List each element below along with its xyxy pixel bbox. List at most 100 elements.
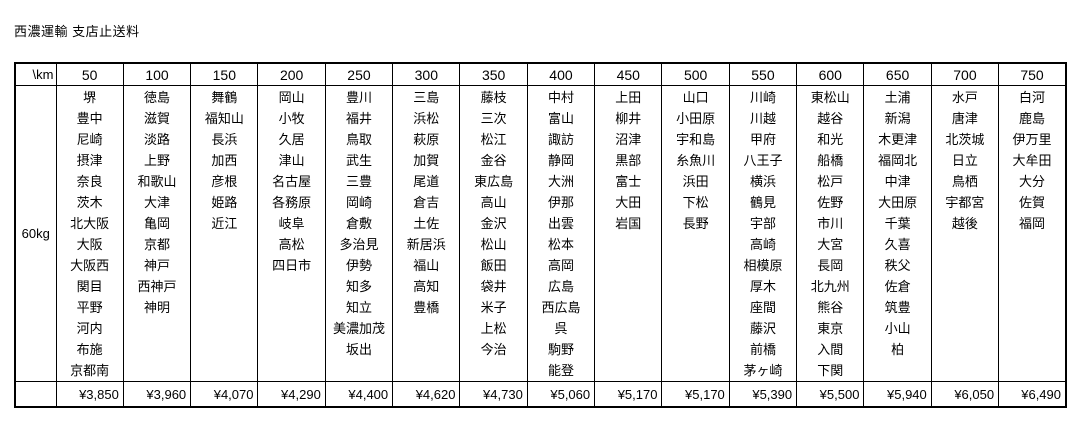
city-name: 小山 [884, 321, 911, 336]
price-cell: ¥4,070 [190, 381, 259, 408]
city-name: 茨木 [76, 195, 103, 210]
city-name: 高知 [413, 279, 440, 294]
city-name: 尾道 [413, 174, 440, 189]
city-name: 長岡 [817, 258, 844, 273]
city-name: 中津 [884, 174, 911, 189]
km-unit-label: \km [14, 62, 57, 86]
city-name: 富士 [615, 174, 642, 189]
city-name: 四日市 [272, 258, 312, 273]
city-name: 加西 [211, 153, 238, 168]
city-name: 滋賀 [143, 111, 170, 126]
page-title: 西濃運輸 支店止送料 [14, 24, 140, 39]
city-name: 久居 [278, 132, 305, 147]
km-header-cell: 450 [594, 62, 663, 86]
city-name: 能登 [547, 363, 574, 378]
city-name: 上田 [615, 90, 642, 105]
city-name: 奈良 [76, 174, 103, 189]
price-cell: ¥4,290 [257, 381, 326, 408]
city-name: 松江 [480, 132, 507, 147]
city-name: 下松 [682, 195, 709, 210]
city-name: 福岡 [1019, 216, 1046, 231]
km-header-cell: 100 [122, 62, 192, 86]
city-name: 白河 [1019, 90, 1046, 105]
city-list-cell: 三島 浜松 萩原 加賀 尾道 倉吉 土佐 新居浜 福山 高知 豊橋 [392, 85, 461, 382]
city-name: 北大阪 [70, 216, 110, 231]
city-name: 近江 [211, 216, 238, 231]
city-name: 小牧 [278, 111, 305, 126]
city-name: 新居浜 [406, 237, 446, 252]
city-list-cell: 土浦 新潟 木更津 福岡北 中津 大田原 千葉 久喜 秩父 佐倉 筑豊 小山柏 [863, 85, 932, 382]
city-list-cell: 中村 富山 諏訪 静岡 大洲 伊那 出雲 松本 高岡 広島 西広島呉駒野 能登 [526, 85, 596, 382]
city-name: 河内 [76, 321, 103, 336]
city-name: 三次 [480, 111, 507, 126]
price-cell: ¥5,060 [526, 381, 596, 408]
city-name: 伊勢 [345, 258, 372, 273]
city-name: 摂津 [76, 153, 103, 168]
city-name: 出雲 [547, 216, 574, 231]
city-name: 藤沢 [749, 321, 776, 336]
city-name: 土佐 [413, 216, 440, 231]
city-name: 多治見 [339, 237, 379, 252]
km-header-cell: 250 [324, 62, 394, 86]
city-name: 佐倉 [884, 279, 911, 294]
city-name: 八王子 [743, 153, 783, 168]
city-name: 京都南 [70, 363, 110, 378]
city-name: 市川 [817, 216, 844, 231]
city-name: 筑豊 [884, 300, 911, 315]
city-name: 下関 [817, 363, 844, 378]
city-name: 宇部 [749, 216, 776, 231]
city-name: 各務原 [272, 195, 312, 210]
city-name: 津山 [278, 153, 305, 168]
city-list-cell: 徳島 滋賀 淡路 上野 和歌山 大津 亀岡 京都 神戸 西神戸 神明 [122, 85, 192, 382]
city-name: 福山 [413, 258, 440, 273]
city-name: 茅ヶ崎 [743, 363, 783, 378]
city-name: 大阪 [76, 237, 103, 252]
price-cell: ¥6,490 [998, 381, 1067, 408]
city-name: 徳島 [143, 90, 170, 105]
city-name: 中村 [547, 90, 574, 105]
km-header-cell: 300 [392, 62, 461, 86]
price-cell: ¥4,730 [459, 381, 528, 408]
city-name: 柳井 [615, 111, 642, 126]
city-name: 富山 [547, 111, 574, 126]
city-name: 熊谷 [817, 300, 844, 315]
city-name: 岡崎 [345, 195, 372, 210]
city-name: 今治 [480, 342, 507, 357]
city-name: 木更津 [878, 132, 918, 147]
city-name: 上野 [143, 153, 170, 168]
km-header-cell: 50 [55, 62, 124, 86]
city-name: 美濃加茂 [332, 321, 385, 336]
city-name: 山口 [682, 90, 709, 105]
price-cell: ¥4,400 [324, 381, 394, 408]
city-name: 鹿島 [1019, 111, 1046, 126]
city-name: 前橋 [749, 342, 776, 357]
city-name: 大宮 [817, 237, 844, 252]
city-name: 大田原 [878, 195, 918, 210]
city-name: 和歌山 [137, 174, 177, 189]
city-name: 金沢 [480, 216, 507, 231]
city-name: 松戸 [817, 174, 844, 189]
price-cell: ¥5,500 [796, 381, 865, 408]
city-name: 唐津 [951, 111, 978, 126]
city-name: 三島 [413, 90, 440, 105]
city-name: 高山 [480, 195, 507, 210]
city-name: 鳥栖 [951, 174, 978, 189]
price-row-empty-cell [14, 381, 57, 408]
city-name: 日立 [951, 153, 978, 168]
city-name: 船橋 [817, 153, 844, 168]
city-name: 久喜 [884, 237, 911, 252]
price-cell: ¥6,050 [930, 381, 1000, 408]
city-name: 豊川 [345, 90, 372, 105]
city-name: 糸魚川 [676, 153, 716, 168]
city-name: 越後 [951, 216, 978, 231]
city-name: 金谷 [480, 153, 507, 168]
city-name: 岩国 [615, 216, 642, 231]
city-name: 厚木 [749, 279, 776, 294]
price-row: ¥3,850 ¥3,960 ¥4,070 ¥4,290 ¥4,400 ¥4,620 ¥4,7… [14, 381, 1067, 408]
city-name: 相模原 [743, 258, 783, 273]
city-name: 入間 [817, 342, 844, 357]
city-list-cell: 山口 小田原 宇和島 糸魚川 浜田 下松 長野 [661, 85, 730, 382]
city-name: 飯田 [480, 258, 507, 273]
km-header-cell: 750 [998, 62, 1067, 86]
